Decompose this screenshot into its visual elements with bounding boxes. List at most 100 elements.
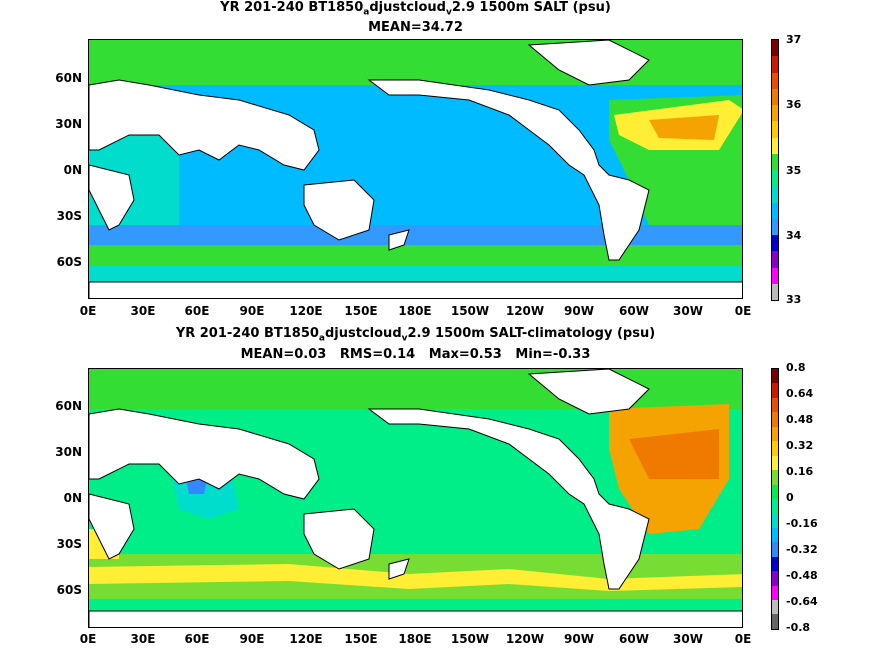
lon-label: 60E bbox=[184, 632, 210, 646]
colorbar-swatch bbox=[772, 470, 778, 485]
colorbar-label: 37 bbox=[786, 33, 802, 46]
panel-title: YR 201-240 BT1850adjustcloudv2.9 1500m S… bbox=[220, 0, 611, 18]
anomaly-map bbox=[88, 368, 743, 628]
colorbar-label: 33 bbox=[786, 293, 802, 306]
colorbar-label: -0.64 bbox=[786, 595, 818, 608]
colorbar-swatch bbox=[772, 153, 778, 170]
colorbar-label: 0.48 bbox=[786, 413, 814, 426]
colorbar-swatch bbox=[772, 614, 778, 629]
colorbar-label: -0.32 bbox=[786, 543, 818, 556]
southern-band-green bbox=[89, 245, 742, 265]
lon-label: 90W bbox=[564, 304, 594, 318]
lat-label: 0N bbox=[63, 491, 82, 505]
colorbar-label: 35 bbox=[786, 164, 802, 177]
colorbar-swatch bbox=[772, 283, 778, 300]
colorbar-label: -0.8 bbox=[786, 621, 811, 634]
colorbar-swatch bbox=[772, 498, 778, 514]
colorbar-label: 0.64 bbox=[786, 387, 814, 400]
lat-label: 60N bbox=[55, 399, 82, 413]
colorbar-swatch bbox=[772, 235, 778, 252]
colorbar-swatch bbox=[772, 441, 778, 456]
colorbar bbox=[771, 39, 779, 301]
colorbar-label: 0.8 bbox=[786, 361, 806, 374]
panel-stats: MEAN=34.72 bbox=[368, 20, 463, 35]
colorbar-swatch bbox=[772, 251, 778, 268]
lat-label: 60S bbox=[56, 255, 82, 269]
lon-label: 0E bbox=[79, 632, 97, 646]
colorbar-swatch bbox=[772, 137, 778, 154]
lon-label: 60W bbox=[619, 304, 649, 318]
colorbar-swatch bbox=[772, 72, 778, 89]
colorbar-swatch bbox=[772, 202, 778, 219]
lat-label: 0N bbox=[63, 163, 82, 177]
colorbar-swatch bbox=[772, 186, 778, 203]
colorbar-swatch bbox=[772, 412, 778, 427]
colorbar-swatch bbox=[772, 105, 778, 122]
colorbar-label: 0.16 bbox=[786, 465, 814, 478]
colorbar-swatch bbox=[772, 383, 778, 398]
lon-label: 30W bbox=[673, 632, 703, 646]
lon-label: 30W bbox=[673, 304, 703, 318]
lat-label: 60S bbox=[56, 583, 82, 597]
lon-label: 150E bbox=[344, 304, 378, 318]
lon-label: 90E bbox=[239, 304, 265, 318]
colorbar-swatch bbox=[772, 397, 778, 413]
colorbar-swatch bbox=[772, 571, 778, 586]
colorbar-label: -0.16 bbox=[786, 517, 818, 530]
colorbar-swatch bbox=[772, 513, 778, 528]
lon-label: 90E bbox=[239, 632, 265, 646]
colorbar-swatch bbox=[772, 585, 778, 600]
colorbar-swatch bbox=[772, 527, 778, 543]
colorbar-swatch bbox=[772, 218, 778, 235]
lon-label: 120W bbox=[505, 304, 545, 318]
lon-label: 0E bbox=[734, 304, 752, 318]
panel-stats: MEAN=0.03 RMS=0.14 Max=0.53 Min=-0.33 bbox=[240, 347, 591, 362]
colorbar-swatch bbox=[772, 121, 778, 138]
lon-label: 150W bbox=[450, 632, 490, 646]
panel-title: YR 201-240 BT1850adjustcloudv2.9 1500m S… bbox=[175, 326, 656, 344]
salinity-panel: YR 201-240 BT1850adjustcloudv2.9 1500m S… bbox=[0, 0, 875, 320]
lat-label: 30N bbox=[55, 445, 82, 459]
lon-label: 180E bbox=[398, 304, 432, 318]
colorbar-label: 0 bbox=[786, 491, 794, 504]
lon-label: 30E bbox=[130, 304, 156, 318]
colorbar-swatch bbox=[772, 369, 778, 384]
lon-label: 60E bbox=[184, 304, 210, 318]
colorbar-swatch bbox=[772, 88, 778, 105]
lon-label: 0E bbox=[734, 632, 752, 646]
colorbar-swatch bbox=[772, 267, 778, 284]
colorbar-swatch bbox=[772, 40, 778, 57]
colorbar-swatch bbox=[772, 600, 778, 615]
colorbar-swatch bbox=[772, 542, 778, 557]
colorbar-label: 0.32 bbox=[786, 439, 814, 452]
lon-label: 180E bbox=[398, 632, 432, 646]
colorbar-label: 34 bbox=[786, 229, 802, 242]
colorbar-swatch bbox=[772, 170, 778, 187]
lat-label: 30S bbox=[56, 537, 82, 551]
lat-label: 30S bbox=[56, 209, 82, 223]
colorbar bbox=[771, 368, 779, 630]
lon-label: 60W bbox=[619, 632, 649, 646]
colorbar-label: -0.48 bbox=[786, 569, 818, 582]
colorbar-swatch bbox=[772, 556, 778, 572]
lat-label: 30N bbox=[55, 117, 82, 131]
lon-label: 150E bbox=[344, 632, 378, 646]
land-masses bbox=[89, 369, 742, 627]
colorbar-swatch bbox=[772, 56, 778, 73]
lon-label: 30E bbox=[130, 632, 156, 646]
colorbar-swatch bbox=[772, 426, 778, 442]
lat-label: 60N bbox=[55, 71, 82, 85]
lon-label: 120E bbox=[289, 632, 323, 646]
atlantic-anomaly-core bbox=[629, 429, 719, 479]
atlantic-salinity-core bbox=[649, 115, 719, 140]
southern-band-blue bbox=[89, 225, 742, 245]
southern-anomaly-max bbox=[89, 564, 742, 591]
lon-label: 150W bbox=[450, 304, 490, 318]
lon-label: 0E bbox=[79, 304, 97, 318]
lon-label: 120W bbox=[505, 632, 545, 646]
salinity-map bbox=[88, 39, 743, 299]
salinity-anomaly-panel: YR 201-240 BT1850adjustcloudv2.9 1500m S… bbox=[0, 326, 875, 656]
lon-label: 90W bbox=[564, 632, 594, 646]
colorbar-label: 36 bbox=[786, 98, 802, 111]
colorbar-swatch bbox=[772, 484, 778, 499]
